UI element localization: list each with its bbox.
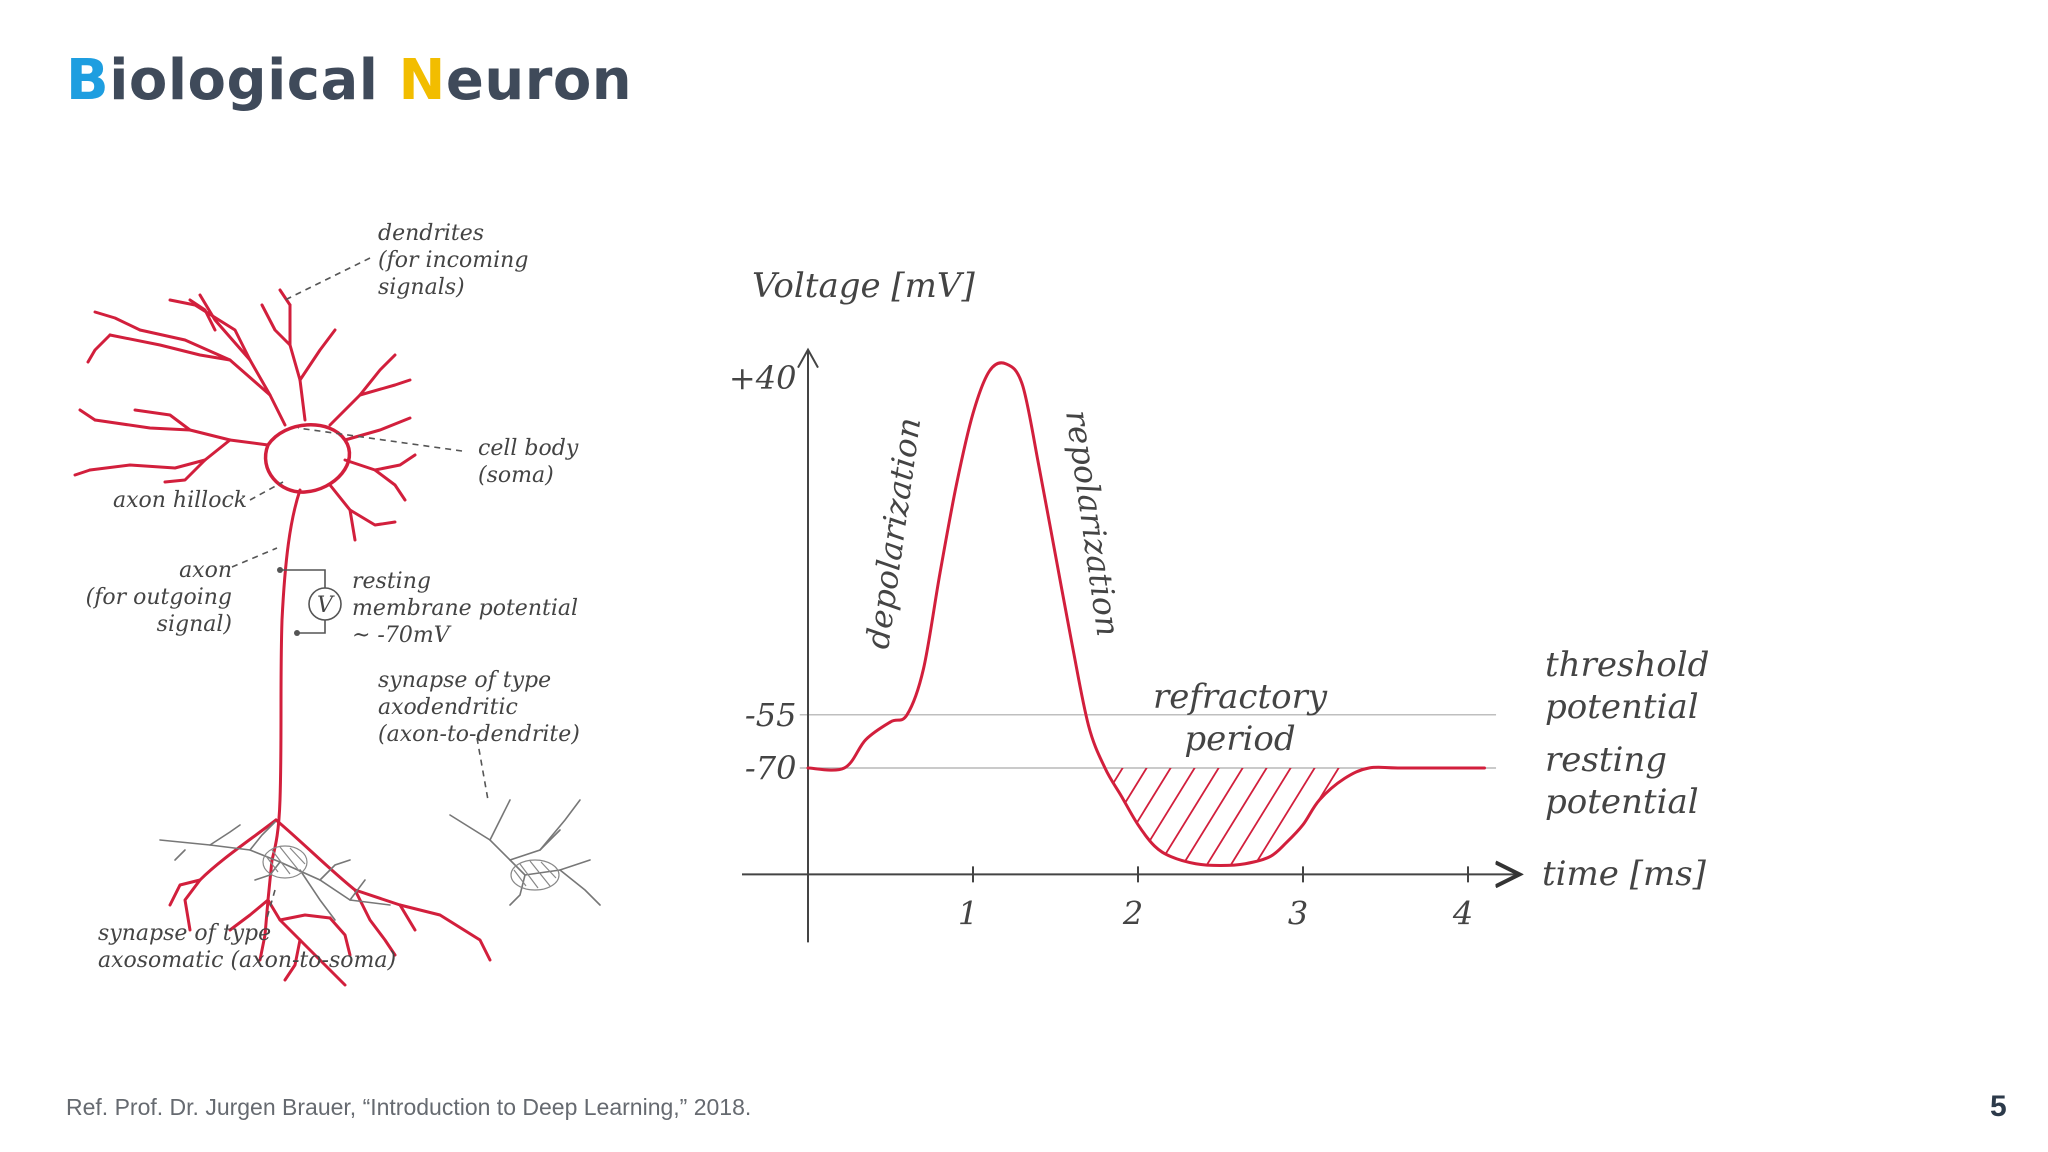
dendrites-label-sub1: (for incoming (378, 248, 528, 273)
x-axis-label: time [ms] (1542, 854, 1707, 894)
action-potential-curve (806, 361, 1486, 867)
x-tick-label: 3 (1288, 894, 1308, 932)
title-word1-rest: iological (109, 48, 399, 113)
voltmeter-label: V (317, 593, 335, 618)
resting-membrane-label-sub2: ~ -70mV (352, 623, 452, 648)
resting-potential-label: resting (1545, 740, 1667, 780)
action-potential-chart: +40 -55 -70 1 2 3 4 Voltage [mV] time [ms] de… (729, 266, 1709, 943)
synapse-axodendritic-label-sub2: (axon-to-dendrite) (378, 722, 580, 747)
y-axis-arrow (797, 347, 819, 369)
neuron-drawing (73, 288, 492, 987)
slide-title: Biological Neuron (66, 48, 632, 113)
neuron-leader-lines (231, 257, 489, 919)
dendrites-label: dendrites (378, 221, 484, 246)
voltmeter: V (277, 567, 342, 636)
hatch-line (1105, 768, 1128, 866)
synapse-axodendritic-label: synapse of type (378, 668, 551, 693)
page-number: 5 (1990, 1090, 2007, 1123)
axon-label-sub2: signal) (157, 612, 232, 637)
y-tick-label: -55 (745, 696, 797, 734)
x-tick-label: 2 (1122, 894, 1143, 932)
y-tick-label: +40 (729, 359, 797, 397)
hatch-line (1393, 761, 1463, 874)
y-tick-label: -70 (745, 749, 797, 787)
synapse-axodendritic-label-sub1: axodendritic (378, 695, 518, 720)
neuron-axon-terminals (168, 818, 492, 987)
threshold-potential-label-sub: potential (1545, 687, 1699, 727)
y-tick-labels: +40 -55 -70 (729, 359, 797, 787)
title-word2-rest: euron (445, 48, 633, 113)
synapse-axosomatic-label-sub: axosomatic (axon-to-soma) (98, 948, 396, 973)
depolarization-label: depolarization (858, 415, 928, 651)
resting-potential-label-sub: potential (1545, 782, 1699, 822)
refractory-hatching (961, 761, 1535, 874)
axon-label-sub1: (for outgoing (86, 585, 232, 610)
refractory-label-sub: period (1184, 719, 1295, 759)
threshold-potential-label: threshold (1545, 645, 1709, 685)
x-tick-marks (972, 866, 1469, 883)
dendrites-label-sub2: signals) (378, 275, 465, 300)
hatch-line (1368, 768, 1369, 866)
footer-reference: Ref. Prof. Dr. Jurgen Brauer, “Introduct… (66, 1094, 752, 1120)
synapse-axosomatic-label: synapse of type (98, 921, 271, 946)
hatch-line (1009, 761, 1079, 874)
neuron-labels: dendrites (for incoming signals) cell bo… (86, 221, 580, 973)
hatch-line (1176, 768, 1248, 866)
synapse-hatching (262, 845, 560, 891)
cell-body-label-sub: (soma) (478, 463, 554, 488)
hatch-line (1344, 768, 1369, 866)
hatch-line (1465, 761, 1535, 874)
hatch-line (1248, 768, 1320, 866)
neuron-dendrites (73, 288, 417, 542)
neuron-axon (270, 488, 302, 862)
hatch-line (961, 761, 1031, 874)
neuron-soma (263, 423, 352, 494)
axon-hillock-label: axon hillock (113, 488, 247, 513)
title-initial-n: N (398, 48, 446, 113)
x-tick-label: 4 (1452, 894, 1473, 932)
title-initial-b: B (66, 48, 110, 113)
hatch-line (1224, 768, 1296, 866)
cell-body-label: cell body (478, 436, 579, 461)
voltmeter-icon (308, 587, 342, 621)
axon-label: axon (179, 558, 232, 583)
resting-membrane-label-sub1: membrane potential (352, 596, 578, 621)
refractory-label: refractory (1153, 677, 1328, 717)
x-tick-label: 1 (958, 894, 978, 932)
repolarization-label: repolarization (1058, 408, 1127, 639)
y-axis-label: Voltage [mV] (752, 266, 975, 306)
hatch-line (985, 761, 1055, 874)
x-tick-labels: 1 2 3 4 (958, 894, 1473, 932)
resting-membrane-label: resting (352, 569, 431, 594)
hatch-line (1200, 768, 1272, 866)
hatch-line (1441, 761, 1511, 874)
hatch-line (1417, 761, 1487, 874)
hatch-line (1033, 761, 1103, 874)
